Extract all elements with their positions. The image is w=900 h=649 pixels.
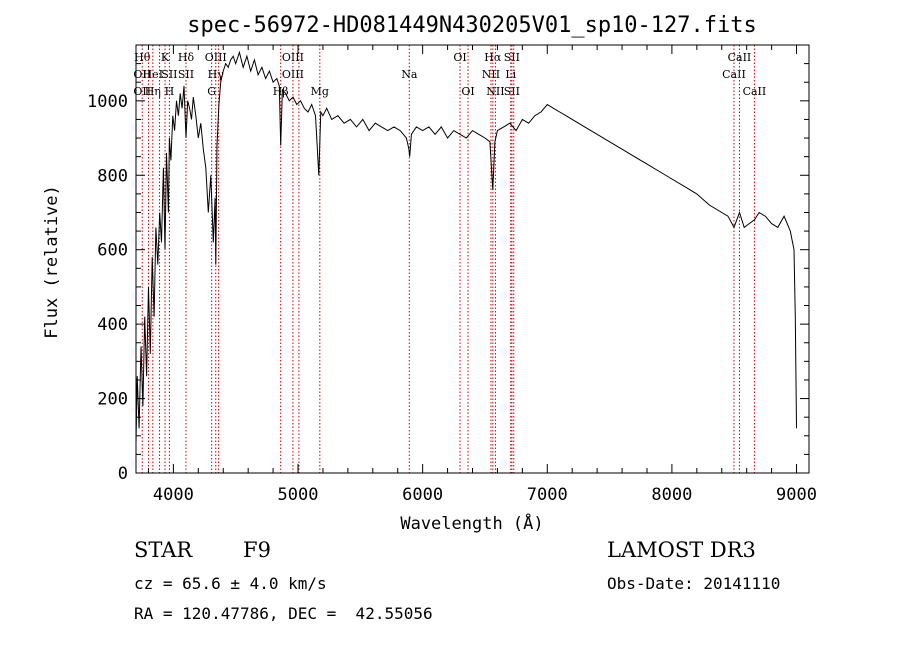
- line-label: SII: [178, 68, 194, 81]
- line-label: CaII: [728, 51, 752, 64]
- line-label: Mg: [311, 85, 329, 98]
- line-label: K: [161, 51, 170, 64]
- line-label: SII: [161, 68, 177, 81]
- line-label: Li: [505, 68, 516, 81]
- line-label: Hδ: [178, 51, 195, 64]
- redshift-cz: cz = 65.6 ± 4.0 km/s: [134, 574, 327, 593]
- x-tick-label: 4000: [153, 485, 194, 505]
- line-label: NII: [486, 85, 504, 98]
- line-label: Hβ: [273, 85, 289, 98]
- object-subclass: F9: [243, 538, 271, 562]
- object-type: STAR: [134, 538, 193, 562]
- y-tick-label: 400: [97, 315, 128, 335]
- line-label: OI: [453, 51, 466, 64]
- line-label: OIII: [282, 68, 304, 81]
- line-label: CaII: [722, 68, 746, 81]
- line-label: OIII: [282, 51, 304, 64]
- x-tick-label: 8000: [651, 485, 692, 505]
- line-label: SII: [504, 85, 520, 98]
- x-tick-label: 6000: [402, 485, 443, 505]
- line-label: HeI: [143, 68, 163, 81]
- spectrum-chart: spec-56972-HD081449N430205V01_sp10-127.f…: [42, 13, 817, 534]
- survey-name: LAMOST DR3: [607, 538, 756, 562]
- x-tick-label: 9000: [776, 485, 817, 505]
- line-label: SII: [504, 51, 520, 64]
- spectral-line-markers: HθOIIOIIHeIHηKSIIHHδSIIGOIIIHγHβOIIIOIII…: [133, 45, 766, 473]
- y-axis-label: Flux (relative): [42, 185, 62, 339]
- x-tick-label: 5000: [278, 485, 319, 505]
- line-label: OIII: [205, 51, 227, 64]
- line-label: OI: [461, 85, 474, 98]
- line-label: Hθ: [134, 51, 151, 64]
- line-label: G: [207, 85, 216, 98]
- line-label: NII: [482, 68, 500, 81]
- line-label: OII: [133, 85, 151, 98]
- observation-date: Obs-Date: 20141110: [607, 574, 781, 593]
- line-label: CaII: [743, 85, 767, 98]
- y-tick-label: 1000: [87, 92, 128, 112]
- line-label: Hγ: [208, 68, 225, 81]
- coordinates: RA = 120.47786, DEC = 42.55056: [134, 604, 433, 623]
- line-label: Na: [401, 68, 418, 81]
- line-label: H: [165, 85, 175, 98]
- line-label: Hα: [484, 51, 502, 64]
- line-label: OII: [133, 68, 151, 81]
- y-tick-label: 0: [118, 464, 128, 484]
- line-label: Hη: [145, 85, 161, 98]
- plot-frame: [135, 44, 810, 474]
- x-tick-label: 7000: [527, 485, 568, 505]
- spectrum-series-line: [135, 50, 797, 444]
- x-axis-label: Wavelength (Å): [400, 512, 543, 534]
- y-tick-label: 200: [97, 390, 128, 410]
- axis-ticks: 4000 5000 6000 7000 8000 9000 0 200 400 600 800 100…: [87, 45, 817, 505]
- chart-title: spec-56972-HD081449N430205V01_sp10-127.f…: [187, 13, 757, 38]
- y-tick-label: 600: [97, 241, 128, 261]
- y-tick-label: 800: [97, 166, 128, 186]
